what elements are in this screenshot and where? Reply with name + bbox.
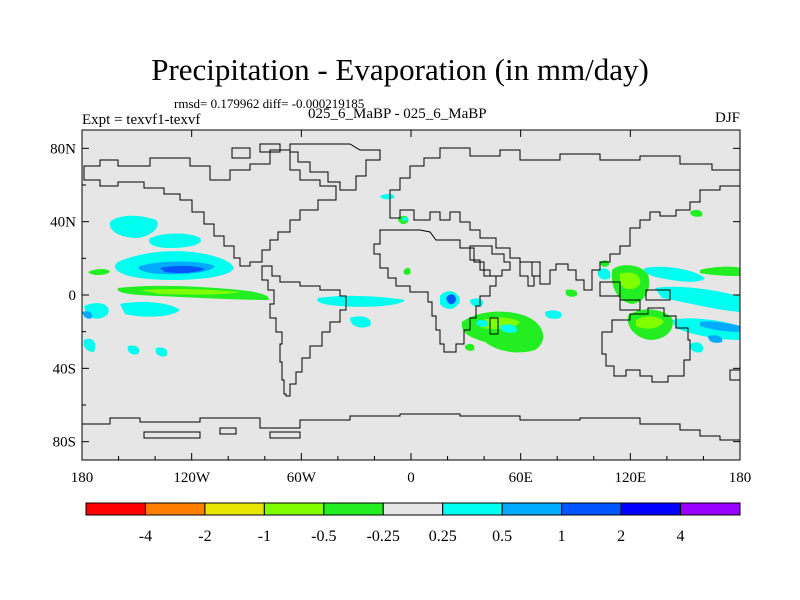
- shade-wpac-cyan-2: [655, 286, 740, 312]
- coast-australia: [601, 307, 691, 383]
- y-tick-label: 40S: [53, 361, 76, 377]
- colorbar: -4 -2 -1 -0.5 -0.25 0.25 0.5 1 2 4: [85, 502, 741, 545]
- y-tick-label: 0: [69, 288, 77, 304]
- anomaly-shading: [82, 193, 740, 357]
- colorbar-swatch: [501, 502, 563, 516]
- x-tick-label: 120E: [614, 470, 646, 486]
- chart-title: Precipitation - Evaporation (in mm/day): [151, 52, 649, 87]
- colorbar-swatch: [263, 502, 325, 516]
- coast-greenland: [289, 143, 381, 191]
- x-tick-label: 60W: [287, 470, 317, 486]
- colorbar-label: -1: [258, 528, 271, 545]
- x-tick-label: 120W: [173, 470, 211, 486]
- colorbar-label: 1: [558, 528, 566, 545]
- colorbar-swatch: [323, 502, 384, 516]
- colorbar-swatch: [620, 502, 682, 516]
- x-tick-label: 0: [407, 470, 415, 486]
- shade-nw-pac: [109, 215, 158, 238]
- shade-natl-cyan: [380, 193, 395, 200]
- coast-arabia: [469, 245, 511, 277]
- shade-io-green-2: [464, 343, 475, 351]
- colorbar-label: 0.5: [492, 528, 512, 545]
- shade-mc-cyan: [597, 268, 611, 280]
- colorbar-swatch: [680, 502, 741, 516]
- shade-spac-cyan: [83, 338, 96, 352]
- coast-north-america: [83, 149, 337, 267]
- colorbar-label: 4: [677, 528, 685, 545]
- colorbar-label: -4: [139, 528, 152, 545]
- shade-epac-blue: [82, 311, 93, 319]
- x-tick-label: 180: [729, 470, 752, 486]
- y-tick-label: 80N: [50, 141, 76, 157]
- shade-mc-lime: [620, 272, 641, 290]
- colorbar-label: -0.25: [367, 528, 400, 545]
- shade-io-cyan-2: [500, 324, 517, 333]
- coast-madagascar: [489, 317, 499, 335]
- shade-wpac-blue: [700, 321, 740, 332]
- shade-spac-cyan-3: [155, 347, 168, 357]
- coast-maritime: [599, 281, 671, 311]
- shade-ne-green: [700, 266, 740, 276]
- shade-npac-cyan-2: [149, 233, 201, 248]
- shade-spac-cyan-2: [127, 345, 140, 355]
- shade-io-cyan: [476, 319, 489, 327]
- coast-africa: [373, 229, 497, 353]
- colorbar-label: 2: [617, 528, 625, 545]
- x-tick-label: 180: [71, 470, 94, 486]
- shade-np-green: [690, 209, 703, 217]
- coast-antarctic-shelf: [143, 427, 301, 439]
- shade-wpac-cyan-4: [689, 342, 704, 353]
- stats-label: rmsd= 0.179962 diff= -0.000219185: [174, 96, 365, 111]
- colorbar-label: 0.25: [429, 528, 457, 545]
- coast-south-america: [261, 265, 347, 397]
- colorbar-label: -0.5: [311, 528, 336, 545]
- shade-io-cyan-3: [544, 310, 562, 319]
- shade-wpac-cyan: [644, 266, 705, 282]
- coast-antarctica: [82, 413, 740, 441]
- comparison-label: 025_6_MaBP - 025_6_MaBP: [308, 106, 487, 122]
- coast-eurasia: [389, 147, 741, 291]
- shade-itcz-lime: [140, 288, 240, 295]
- shade-atl-cyan-2: [350, 316, 371, 328]
- y-tick-label: 40N: [50, 215, 76, 231]
- coast-india: [519, 261, 541, 287]
- colorbar-swatch: [382, 502, 444, 516]
- colorbar-label: -2: [198, 528, 211, 545]
- y-tick-label: 80S: [53, 435, 76, 451]
- shade-nw-green: [88, 269, 110, 275]
- x-axis: 180 120W 60W 0 60E 120E 180: [71, 130, 752, 486]
- coast-arctic-islands: [231, 143, 281, 159]
- coastlines: [82, 143, 741, 441]
- shade-epac-cyan-2: [120, 302, 180, 317]
- y-axis: 80N 40N 0 40S 80S: [50, 141, 740, 451]
- shade-sp-lime: [636, 316, 664, 329]
- colorbar-swatch: [204, 502, 265, 516]
- colorbar-swatch: [144, 502, 206, 516]
- colorbar-swatch: [561, 502, 622, 516]
- shade-afr-blue: [446, 294, 456, 305]
- shade-wpac-blue-2: [708, 335, 723, 343]
- shade-atl-cyan: [317, 295, 405, 307]
- shade-afr-green: [403, 267, 411, 275]
- x-tick-label: 60E: [509, 470, 533, 486]
- shade-io-green-3: [565, 289, 578, 297]
- colorbar-swatch: [442, 502, 503, 516]
- shade-npac-core: [160, 265, 205, 273]
- season-label: DJF: [714, 110, 740, 126]
- shade-med-cyan: [402, 217, 409, 222]
- experiment-label: Expt = texvf1-texvf: [82, 112, 201, 128]
- colorbar-swatch: [85, 502, 146, 516]
